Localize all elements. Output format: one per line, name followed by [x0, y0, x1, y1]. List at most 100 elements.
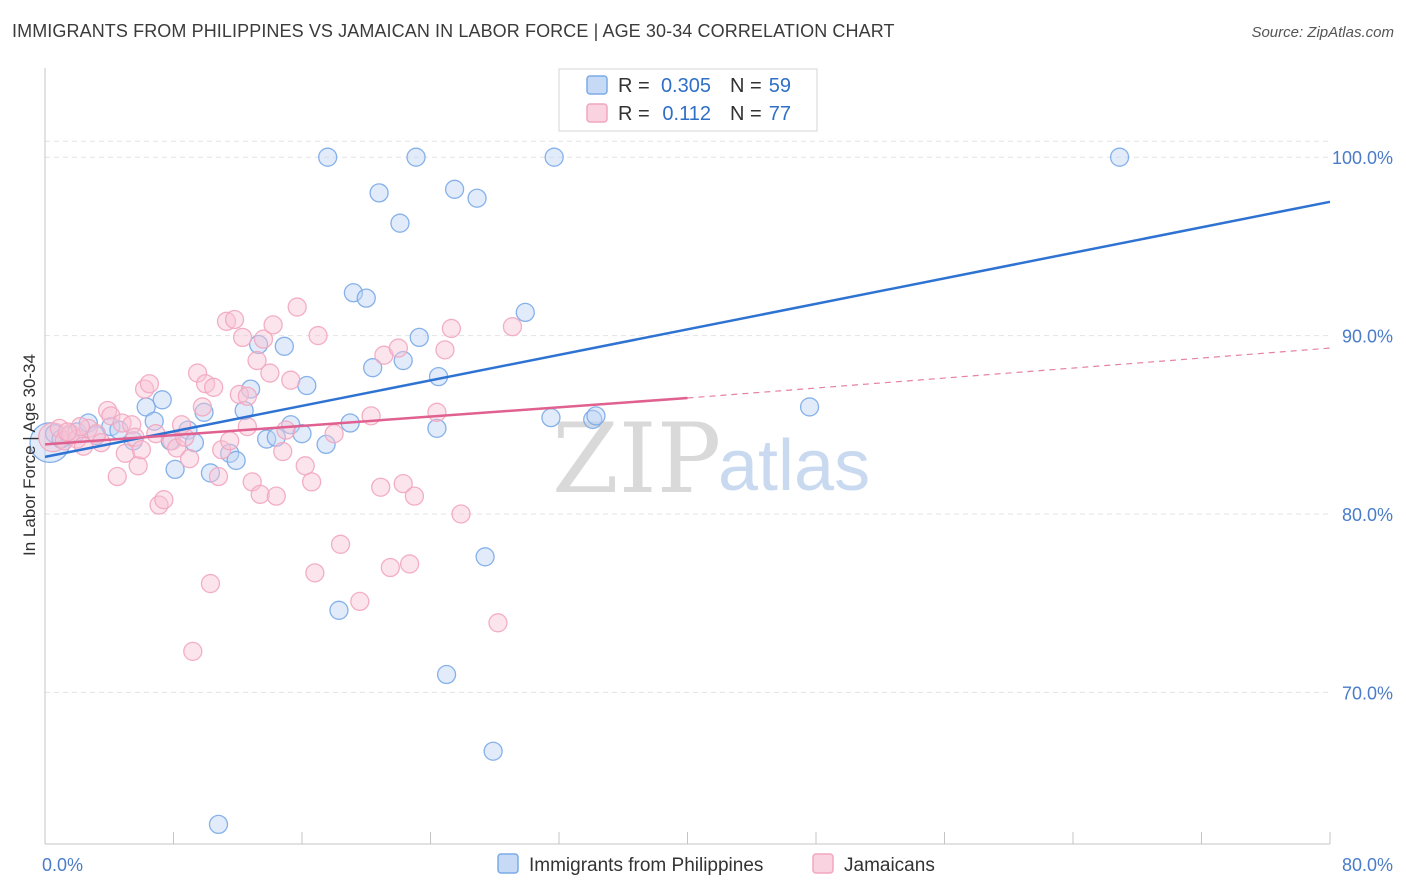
watermark-atlas: atlas — [718, 426, 870, 506]
x-tick-label-1: 80.0% — [1342, 855, 1393, 875]
jamaicans-point-12 — [107, 466, 127, 487]
philippines-point-39 — [393, 350, 413, 371]
jamaicans-point-70 — [131, 440, 152, 460]
philippines-point-54 — [799, 397, 820, 417]
jamaicans-point-31 — [208, 466, 229, 487]
philippines-point-48 — [483, 741, 503, 761]
jamaicans-point-35 — [229, 384, 250, 405]
y-tick-label-0: 100.0% — [1332, 148, 1393, 168]
philippines-point-47 — [475, 547, 495, 567]
tick-labels: 100.0% 90.0% 80.0% 70.0% 0.0% 80.0% — [42, 148, 1393, 875]
jamaicans-point-67 — [502, 317, 523, 337]
jamaicans-point-73 — [57, 422, 78, 442]
philippines-point-49 — [515, 302, 535, 323]
jamaicans-point-7 — [86, 424, 107, 444]
jamaicans-point-61 — [404, 486, 425, 506]
jamaicans-point-17 — [139, 374, 160, 394]
legend-bottom: Immigrants from Philippines Jamaicans — [497, 853, 935, 876]
jamaicans-point-36 — [232, 327, 253, 348]
jamaicans-point-59 — [393, 474, 413, 494]
jamaicans-point-29 — [200, 573, 221, 594]
legend-r-value-1: 0.305 — [661, 75, 711, 97]
jamaicans-point-22 — [167, 438, 187, 458]
jamaicans-point-60 — [399, 554, 420, 574]
jamaicans-point-30 — [204, 377, 224, 397]
legend-bottom-swatch-jamaicans — [812, 853, 834, 874]
legend-n-label-1: N = — [730, 75, 762, 97]
legend-swatch-blue — [586, 75, 608, 95]
jamaicans-point-24 — [179, 449, 200, 469]
jamaicans-point-41 — [253, 329, 274, 349]
jamaicans-point-50 — [305, 563, 325, 583]
y-tick-label-1: 90.0% — [1342, 327, 1393, 347]
philippines-point-50 — [541, 407, 561, 428]
jamaicans-point-47 — [287, 297, 307, 317]
philippines-point-51 — [544, 147, 564, 167]
jamaicans-point-53 — [350, 591, 370, 612]
trend-line-philippines — [44, 200, 1331, 459]
philippines-point-24 — [257, 429, 277, 449]
chart-title: IMMIGRANTS FROM PHILIPPINES VS JAMAICAN … — [12, 21, 895, 41]
jamaicans-point-58 — [388, 338, 409, 358]
legend-r-value-2: 0.112 — [662, 103, 711, 125]
jamaicans-point-9 — [101, 406, 121, 426]
philippines-point-52 — [583, 409, 603, 430]
legend-swatch-pink — [586, 103, 608, 123]
legend-bottom-philippines: Immigrants from Philippines — [529, 855, 763, 876]
jamaicans-point-64 — [441, 318, 462, 339]
philippines-point-37 — [369, 183, 389, 203]
jamaicans-point-40 — [250, 484, 270, 505]
jamaicans-point-74 — [276, 420, 296, 440]
legend-top: R = 0.305 N = 59 R = 0.112 N = 77 — [558, 68, 818, 132]
jamaicans-point-51 — [308, 325, 328, 346]
legend-n-value-2: 77 — [769, 103, 791, 125]
watermark: ZIP atlas — [552, 403, 870, 515]
jamaicans-point-42 — [260, 363, 280, 383]
philippines-point-46 — [467, 188, 487, 208]
jamaicans-point-68 — [237, 416, 258, 437]
jamaicans-point-71 — [91, 432, 111, 453]
jamaicans-point-65 — [451, 504, 471, 524]
grid — [45, 140, 1330, 693]
jamaicans-point-66 — [488, 613, 508, 633]
legend-r-label-1: R = — [618, 75, 650, 97]
jamaicans-point-76 — [324, 424, 344, 444]
x-tick-label-0: 0.0% — [42, 855, 83, 875]
philippines-point-20 — [226, 450, 246, 471]
philippines-point-29 — [297, 375, 317, 396]
jamaicans-point-49 — [301, 472, 322, 492]
jamaicans-point-26 — [187, 363, 208, 383]
jamaicans-point-20 — [154, 490, 174, 510]
philippines-point-45 — [444, 179, 465, 199]
philippines-point-40 — [406, 147, 426, 167]
jamaicans-point-44 — [266, 486, 286, 506]
jamaicans-point-10 — [112, 413, 132, 433]
jamaicans-point-27 — [192, 397, 213, 417]
jamaicans-point-11 — [115, 443, 135, 463]
legend-bottom-jamaicans: Jamaicans — [844, 855, 935, 876]
jamaicans-point-25 — [183, 641, 203, 661]
jamaicans-point-43 — [263, 315, 283, 335]
legend-r-label-2: R = — [618, 103, 650, 125]
philippines-point-31 — [318, 147, 338, 167]
philippines-point-12 — [152, 390, 172, 410]
jamaicans-point-45 — [273, 441, 293, 462]
philippines-point-38 — [390, 213, 410, 233]
jamaicans-point-37 — [237, 386, 258, 406]
jamaicans-point-8 — [97, 400, 118, 421]
jamaicans-point-39 — [247, 350, 267, 371]
y-axis-label: In Labor Force | Age 30-34 — [20, 354, 39, 556]
series-jamaicans-points — [37, 297, 523, 661]
philippines-point-30 — [316, 434, 336, 455]
philippines-point-36 — [363, 358, 383, 378]
jamaicans-point-33 — [216, 311, 237, 331]
jamaicans-point-62 — [427, 402, 447, 422]
trend-lines — [44, 200, 1331, 459]
trend-line-jamaicans — [44, 396, 688, 446]
jamaicans-point-34 — [224, 309, 245, 330]
philippines-point-35 — [356, 288, 376, 308]
jamaicans-point-75 — [220, 431, 240, 451]
jamaicans-point-13 — [122, 415, 142, 435]
philippines-point-14 — [165, 459, 185, 480]
legend-n-label-2: N = — [730, 103, 762, 125]
